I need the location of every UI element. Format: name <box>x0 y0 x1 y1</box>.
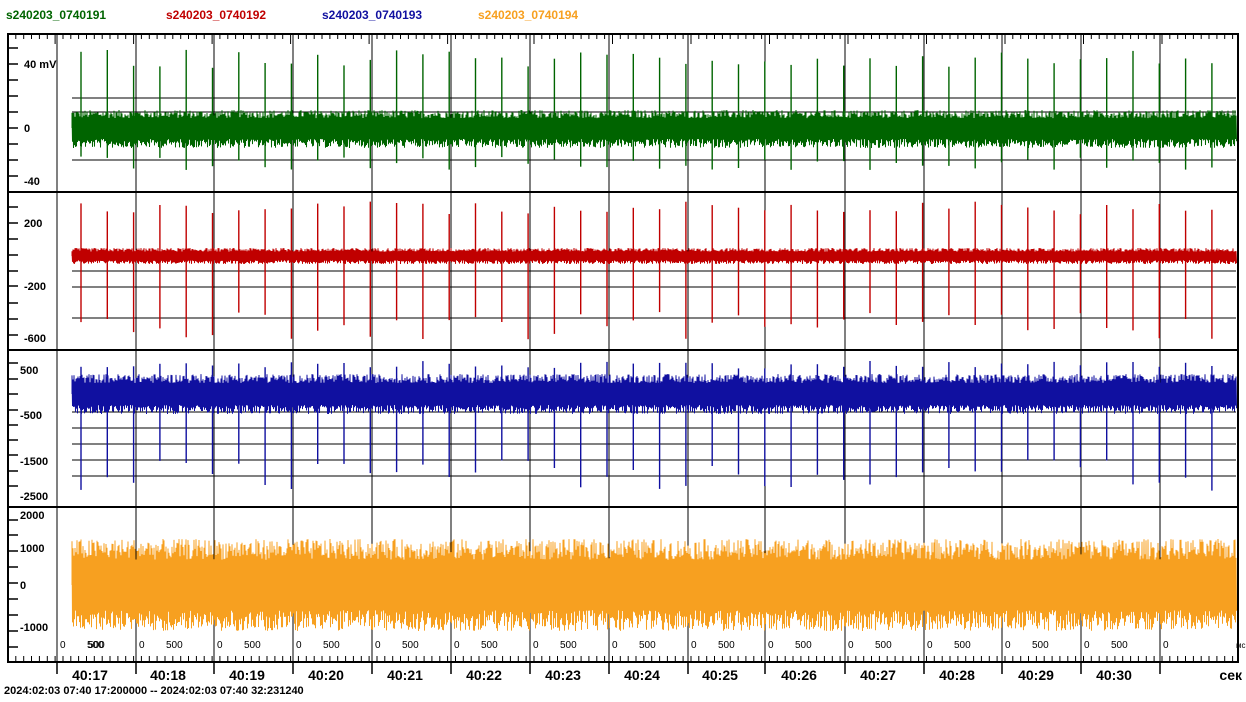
y-tick-label: -500 <box>20 410 42 422</box>
y-tick-label: -1000 <box>20 622 48 634</box>
time-tick-label: 40:28 <box>939 667 975 683</box>
signal-trace-1 <box>71 109 1237 149</box>
ms-label-zero: 0 <box>768 640 774 651</box>
spike-group-1 <box>80 49 1213 170</box>
time-tick-label: 40:27 <box>860 667 896 683</box>
time-tick-label: 40:29 <box>1018 667 1054 683</box>
ms-label-500: 500 <box>87 640 104 651</box>
y-tick-label: -1500 <box>20 456 48 468</box>
legend-entry-1[interactable]: s240203_0740191 <box>6 8 107 22</box>
y-tick-label: 0 <box>20 580 26 592</box>
signal-trace-3 <box>71 373 1237 415</box>
panel-3: 500 -500 -1500 -2500 <box>8 349 1238 507</box>
y-tick-label: 40 mV <box>24 59 57 71</box>
y-tick-label: 2000 <box>20 510 44 522</box>
panel-4: 2000 1000 0 -1000 <box>8 506 1238 662</box>
panel-2: 200 -200 -600 <box>8 191 1238 350</box>
ms-label-500: 500 <box>402 640 419 651</box>
ms-label-zero: 0 <box>296 640 302 651</box>
time-range-label: 2024:02:03 07:40 17:200000 -- 2024:02:03… <box>4 685 304 697</box>
signal-trace-4 <box>71 538 1237 632</box>
ms-label-zero: 0 <box>139 640 145 651</box>
signal-trace-2 <box>71 247 1237 265</box>
time-tick-label: 40:20 <box>308 667 344 683</box>
ms-label-zero: 0 <box>60 640 66 651</box>
ms-label-zero: 0 <box>533 640 539 651</box>
time-tick-label: 40:30 <box>1096 667 1132 683</box>
time-tick-label: 40:17 <box>72 667 108 683</box>
time-tick-label: 40:19 <box>229 667 265 683</box>
ms-label-500: 500 <box>954 640 971 651</box>
spike-group-2 <box>80 201 1213 340</box>
time-tick-label: 40:25 <box>702 667 738 683</box>
time-tick-label: 40:22 <box>466 667 502 683</box>
spike-group-3 <box>80 361 1213 491</box>
ms-label-zero: 0 <box>691 640 697 651</box>
ms-label-zero: 0 <box>375 640 381 651</box>
time-tick-label: 40:18 <box>150 667 186 683</box>
ms-label-500: 500 <box>875 640 892 651</box>
ms-label-zero: 0 <box>927 640 933 651</box>
ms-label-500: 500 <box>481 640 498 651</box>
ms-label-zero: 0 <box>612 640 618 651</box>
ms-label-zero: 0 <box>1163 640 1169 651</box>
time-tick-label: 40:24 <box>624 667 660 683</box>
time-tick-label: 40:21 <box>387 667 423 683</box>
time-tick-label: 40:26 <box>781 667 817 683</box>
ms-label-zero: 0 <box>454 640 460 651</box>
y-tick-label: -600 <box>24 333 46 345</box>
legend-entry-3[interactable]: s240203_0740193 <box>322 8 423 22</box>
y-tick-label: -2500 <box>20 491 48 503</box>
ms-label-500: 500 <box>88 640 105 651</box>
ms-label-zero: 0 <box>848 640 854 651</box>
y-tick-label: 200 <box>24 218 42 230</box>
ms-label-500: 500 <box>244 640 261 651</box>
panel-1: 40 mV 0 -40 <box>8 34 1237 192</box>
legend-entry-4[interactable]: s240203_0740194 <box>478 8 579 22</box>
ms-label-500: 500 <box>1032 640 1049 651</box>
y-tick-label: 500 <box>20 365 38 377</box>
ms-label-500: 500 <box>1111 640 1128 651</box>
ms-label-500: 500 <box>323 640 340 651</box>
x-unit-label: сек <box>1219 667 1243 683</box>
ms-label-500: 500 <box>639 640 656 651</box>
y-tick-label: 0 <box>24 123 30 135</box>
plot-frame <box>7 33 1239 663</box>
ms-label-zero: 0 <box>1084 640 1090 651</box>
ms-unit-label: мс <box>1236 641 1246 650</box>
ms-label-500: 500 <box>560 640 577 651</box>
ms-label-500: 500 <box>166 640 183 651</box>
ms-label-zero: 0 <box>217 640 223 651</box>
y-tick-label: 1000 <box>20 543 44 555</box>
time-tick-label: 40:23 <box>545 667 581 683</box>
ms-label-500: 500 <box>718 640 735 651</box>
legend-entry-2[interactable]: s240203_0740192 <box>166 8 267 22</box>
ms-label-zero: 0 <box>1005 640 1011 651</box>
y-tick-label: -200 <box>24 281 46 293</box>
y-tick-label: -40 <box>24 176 40 188</box>
ms-label-500: 500 <box>795 640 812 651</box>
